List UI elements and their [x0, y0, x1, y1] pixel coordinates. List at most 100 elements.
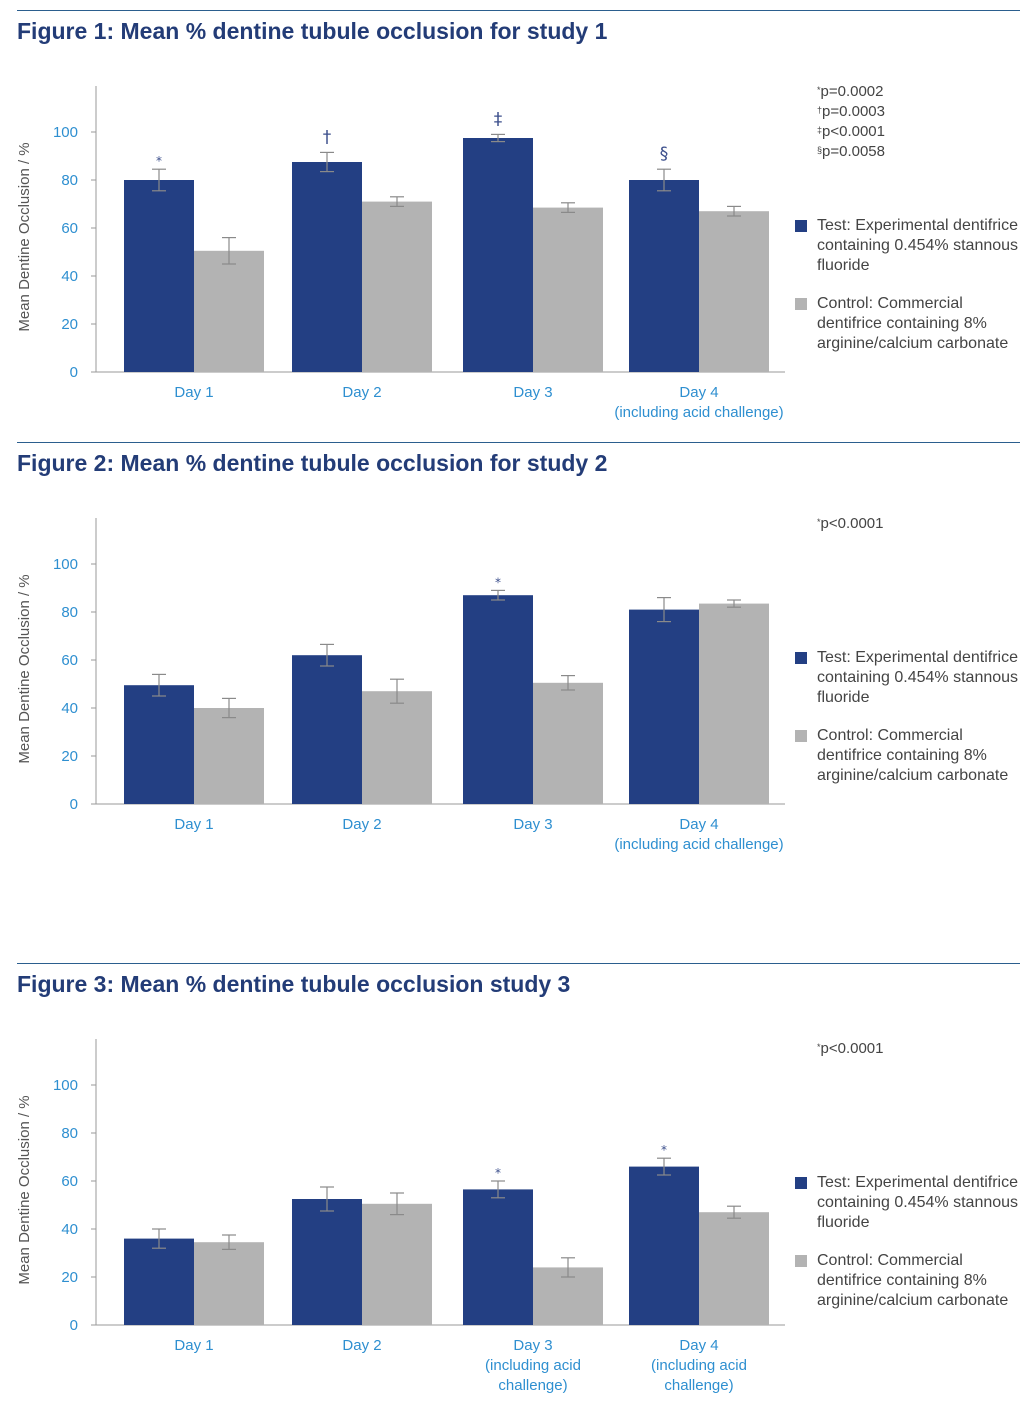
y-tick-label: 100 [53, 556, 78, 573]
bar-test [463, 1189, 533, 1325]
significance-notes: *p<0.0001 [817, 1039, 884, 1059]
bar-control [699, 1212, 769, 1325]
y-tick-label: 20 [61, 1269, 78, 1286]
legend-swatch-test [795, 220, 807, 232]
bar-control [194, 250, 264, 372]
legend-label-control: Control: Commercial dentifrice containin… [817, 727, 1009, 784]
divider-rule [17, 963, 1020, 964]
p-value-text: p=0.0002 [820, 83, 884, 100]
figure-3: Figure 3: Mean % dentine tubule occlusio… [0, 963, 1030, 1403]
legend-swatch-control [795, 298, 807, 310]
y-tick-label: 40 [61, 268, 78, 285]
p-value-mark: * [817, 1042, 821, 1052]
x-tick-label: (including acid challenge) [614, 404, 783, 421]
bar-test [292, 162, 362, 372]
legend: Test: Experimental dentifrice containing… [795, 216, 1025, 354]
x-tick-label: challenge) [664, 1377, 733, 1394]
figure-1: Figure 1: Mean % dentine tubule occlusio… [0, 10, 1030, 430]
y-axis-label: Mean Dentine Occlusion / % [16, 574, 33, 763]
x-tick-label: Day 1 [174, 384, 213, 401]
bar-control [699, 211, 769, 372]
legend-label-test: Test: Experimental dentifrice containing… [817, 1174, 1019, 1231]
figure-title: Figure 1: Mean % dentine tubule occlusio… [17, 18, 608, 44]
p-value-mark: * [817, 85, 821, 95]
x-tick-label: Day 2 [342, 1337, 381, 1354]
bar-control [699, 603, 769, 804]
figure-title: Figure 3: Mean % dentine tubule occlusio… [17, 971, 571, 997]
bar-control [362, 201, 432, 372]
y-tick-label: 80 [61, 604, 78, 621]
significance-marker: ‡ [494, 109, 503, 129]
bar-test [124, 180, 194, 372]
y-tick-label: 20 [61, 316, 78, 333]
x-tick-label: Day 3 [513, 816, 552, 833]
legend-item-test: Test: Experimental dentifrice containing… [795, 216, 1025, 276]
legend-label-test: Test: Experimental dentifrice containing… [817, 649, 1019, 706]
bar-test [629, 609, 699, 804]
y-tick-label: 80 [61, 172, 78, 189]
bar-control [194, 708, 264, 804]
divider-rule [17, 10, 1020, 11]
bar-test [124, 1238, 194, 1325]
y-tick-label: 0 [70, 1317, 78, 1334]
y-tick-label: 40 [61, 1221, 78, 1238]
p-value-text: p=0.0003 [822, 103, 885, 120]
bar-chart: 0 20 40 60 80 100 Mean Dentine Occlusion / % Da… [16, 1039, 785, 1394]
significance-marker: § [660, 144, 669, 164]
p-value-mark: † [817, 105, 823, 115]
bar-control [362, 1203, 432, 1325]
y-tick-label: 60 [61, 220, 78, 237]
legend-label-test: Test: Experimental dentifrice containing… [817, 217, 1019, 274]
legend-item-test: Test: Experimental dentifrice containing… [795, 1173, 1025, 1233]
x-tick-label: Day 4 [679, 1337, 718, 1354]
significance-marker: † [323, 127, 332, 147]
legend: Test: Experimental dentifrice containing… [795, 1173, 1025, 1311]
p-value-text: p=0.0058 [822, 143, 885, 160]
x-tick-label: (including acid [485, 1357, 581, 1374]
bar-control [194, 1242, 264, 1325]
x-tick-label: (including acid challenge) [614, 836, 783, 853]
bar-control [362, 691, 432, 804]
legend-item-control: Control: Commercial dentifrice containin… [795, 294, 1025, 354]
p-value-text: p<0.0001 [822, 123, 885, 140]
legend-swatch-test [795, 1177, 807, 1189]
x-tick-label: challenge) [498, 1377, 567, 1394]
bar-chart: 0 20 40 60 80 100 Mean Dentine Occlusion / % Da… [16, 518, 785, 853]
x-tick-label: Day 2 [342, 816, 381, 833]
bar-test [292, 1199, 362, 1325]
bar-test [463, 595, 533, 804]
p-value-note: *p<0.0001 [817, 514, 884, 534]
p-value-note: *p=0.0002 [817, 82, 885, 102]
bar-test [629, 180, 699, 372]
p-value-note: §p=0.0058 [817, 142, 885, 162]
bar-test [292, 655, 362, 804]
significance-notes: *p=0.0002 †p=0.0003 ‡p<0.0001 §p=0.0058 [817, 82, 885, 162]
bar-chart: 0 20 40 60 80 100 Mean Dentine Occlusion / % * D… [16, 86, 785, 421]
x-tick-label: Day 2 [342, 384, 381, 401]
y-tick-label: 100 [53, 1077, 78, 1094]
bar-test [124, 685, 194, 804]
y-tick-label: 100 [53, 124, 78, 141]
legend-item-control: Control: Commercial dentifrice containin… [795, 1251, 1025, 1311]
significance-marker: * [156, 154, 162, 168]
x-tick-label: Day 3 [513, 384, 552, 401]
y-tick-label: 40 [61, 700, 78, 717]
legend-item-test: Test: Experimental dentifrice containing… [795, 648, 1025, 708]
y-tick-label: 60 [61, 652, 78, 669]
p-value-note: ‡p<0.0001 [817, 122, 885, 142]
y-axis-label: Mean Dentine Occlusion / % [16, 1095, 33, 1284]
bar-control [533, 682, 603, 804]
significance-marker: * [661, 1143, 667, 1157]
legend-swatch-test [795, 652, 807, 664]
p-value-text: p<0.0001 [820, 1040, 884, 1057]
p-value-text: p<0.0001 [820, 515, 884, 532]
significance-marker: * [495, 575, 501, 589]
x-tick-label: (including acid [651, 1357, 747, 1374]
y-tick-label: 60 [61, 1173, 78, 1190]
legend-label-control: Control: Commercial dentifrice containin… [817, 1252, 1009, 1309]
p-value-mark: § [817, 145, 823, 155]
x-tick-label: Day 4 [679, 816, 718, 833]
divider-rule [17, 442, 1020, 443]
bar-test [629, 1166, 699, 1325]
x-tick-label: Day 1 [174, 816, 213, 833]
